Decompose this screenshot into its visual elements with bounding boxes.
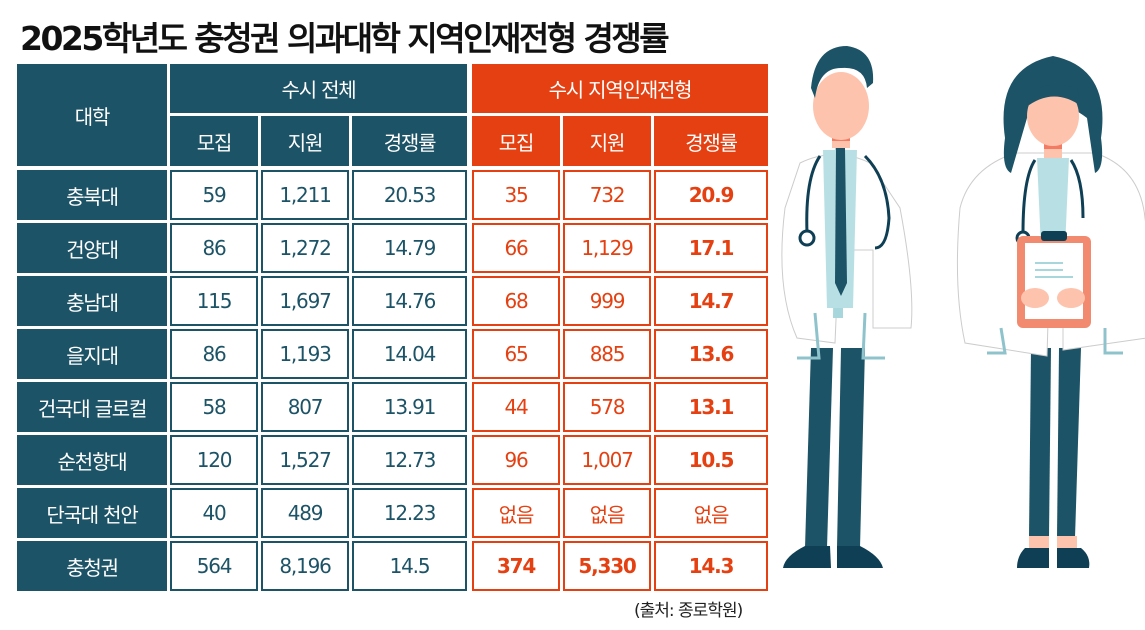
page-title: 2025학년도 충청권 의과대학 지역인재전형 경쟁률 — [20, 19, 670, 58]
total-applicants-cell: 8,196 — [261, 541, 349, 591]
row-university: 순천향대 — [17, 435, 167, 485]
regional-ratio-cell: 13.1 — [654, 382, 768, 432]
total-quota-cell: 564 — [170, 541, 258, 591]
total-ratio-cell: 14.79 — [352, 223, 467, 273]
regional-quota-cell: 65 — [472, 329, 560, 379]
total-quota-cell: 86 — [170, 223, 258, 273]
regional-applicants-cell: 없음 — [563, 488, 651, 538]
row-university: 충북대 — [17, 170, 167, 220]
total-applicants-cell: 1,527 — [261, 435, 349, 485]
row-university: 을지대 — [17, 329, 167, 379]
total-quota-cell: 40 — [170, 488, 258, 538]
total-ratio-cell: 12.23 — [352, 488, 467, 538]
regional-applicants-cell: 1,007 — [563, 435, 651, 485]
header-total-ratio: 경쟁률 — [352, 116, 467, 166]
header-regional-applicants: 지원 — [563, 116, 651, 166]
total-ratio-cell: 14.04 — [352, 329, 467, 379]
regional-quota-cell: 44 — [472, 382, 560, 432]
row-university: 건국대 글로컬 — [17, 382, 167, 432]
male-doctor-icon — [781, 46, 913, 568]
regional-ratio-cell: 없음 — [654, 488, 768, 538]
total-quota-cell: 115 — [170, 276, 258, 326]
header-regional-quota: 모집 — [472, 116, 560, 166]
regional-applicants-cell: 885 — [563, 329, 651, 379]
total-quota-cell: 120 — [170, 435, 258, 485]
regional-applicants-cell: 999 — [563, 276, 651, 326]
regional-quota-cell: 35 — [472, 170, 560, 220]
regional-applicants-cell: 5,330 — [563, 541, 651, 591]
regional-ratio-cell: 14.7 — [654, 276, 768, 326]
regional-quota-cell: 374 — [472, 541, 560, 591]
total-applicants-cell: 1,697 — [261, 276, 349, 326]
regional-quota-cell: 66 — [472, 223, 560, 273]
header-university: 대학 — [17, 64, 167, 166]
total-ratio-cell: 12.73 — [352, 435, 467, 485]
regional-quota-cell: 96 — [472, 435, 560, 485]
regional-ratio-cell: 14.3 — [654, 541, 768, 591]
total-applicants-cell: 1,193 — [261, 329, 349, 379]
row-university: 단국대 천안 — [17, 488, 167, 538]
total-ratio-cell: 14.76 — [352, 276, 467, 326]
regional-quota-cell: 없음 — [472, 488, 560, 538]
header-total-quota: 모집 — [170, 116, 258, 166]
total-quota-cell: 86 — [170, 329, 258, 379]
regional-ratio-cell: 17.1 — [654, 223, 768, 273]
total-applicants-cell: 1,272 — [261, 223, 349, 273]
header-group-regional: 수시 지역인재전형 — [472, 64, 768, 113]
header-total-applicants: 지원 — [261, 116, 349, 166]
header-group-total: 수시 전체 — [170, 64, 467, 113]
regional-ratio-cell: 20.9 — [654, 170, 768, 220]
regional-ratio-cell: 10.5 — [654, 435, 768, 485]
total-quota-cell: 59 — [170, 170, 258, 220]
row-university: 건양대 — [17, 223, 167, 273]
row-university: 충청권 — [17, 541, 167, 591]
total-ratio-cell: 20.53 — [352, 170, 467, 220]
female-doctor-icon — [956, 56, 1145, 568]
header-regional-ratio: 경쟁률 — [654, 116, 768, 166]
total-ratio-cell: 14.5 — [352, 541, 467, 591]
doctors-illustration — [781, 46, 1145, 568]
regional-applicants-cell: 1,129 — [563, 223, 651, 273]
regional-applicants-cell: 578 — [563, 382, 651, 432]
source-note: (출처: 종로학원) — [634, 601, 743, 621]
regional-quota-cell: 68 — [472, 276, 560, 326]
total-applicants-cell: 807 — [261, 382, 349, 432]
regional-ratio-cell: 13.6 — [654, 329, 768, 379]
total-quota-cell: 58 — [170, 382, 258, 432]
regional-applicants-cell: 732 — [563, 170, 651, 220]
total-applicants-cell: 489 — [261, 488, 349, 538]
row-university: 충남대 — [17, 276, 167, 326]
total-applicants-cell: 1,211 — [261, 170, 349, 220]
total-ratio-cell: 13.91 — [352, 382, 467, 432]
